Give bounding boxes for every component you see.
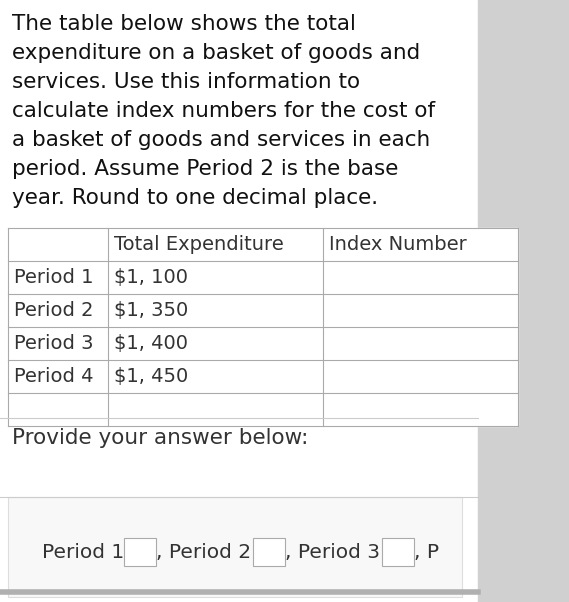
Text: expenditure on a basket of goods and: expenditure on a basket of goods and: [12, 43, 420, 63]
Text: year. Round to one decimal place.: year. Round to one decimal place.: [12, 188, 378, 208]
Text: calculate index numbers for the cost of: calculate index numbers for the cost of: [12, 101, 435, 121]
Text: period. Assume Period 2 is the base: period. Assume Period 2 is the base: [12, 159, 398, 179]
Bar: [8, 497, 462, 597]
Text: Total Expenditure: Total Expenditure: [114, 235, 284, 254]
Text: , P: , P: [414, 542, 439, 562]
Text: Period 3: Period 3: [14, 334, 93, 353]
Bar: [382, 538, 414, 566]
Text: Period 1 =: Period 1 =: [42, 542, 154, 562]
Bar: [8, 228, 518, 426]
Text: a basket of goods and services in each: a basket of goods and services in each: [12, 130, 430, 150]
Text: $1, 450: $1, 450: [114, 367, 188, 386]
Bar: [0, 0, 478, 602]
Text: The table below shows the total: The table below shows the total: [12, 14, 356, 34]
Bar: [478, 0, 569, 602]
Text: , Period 3 =: , Period 3 =: [285, 542, 410, 562]
Text: $1, 100: $1, 100: [114, 268, 188, 287]
Text: , Period 2 =: , Period 2 =: [156, 542, 281, 562]
Text: $1, 400: $1, 400: [114, 334, 188, 353]
Bar: [124, 538, 156, 566]
Text: $1, 350: $1, 350: [114, 301, 188, 320]
Text: Provide your answer below:: Provide your answer below:: [12, 428, 308, 448]
Text: services. Use this information to: services. Use this information to: [12, 72, 360, 92]
Text: Index Number: Index Number: [329, 235, 467, 254]
Bar: [253, 538, 285, 566]
Text: Period 2: Period 2: [14, 301, 93, 320]
Text: Period 1: Period 1: [14, 268, 93, 287]
Text: Period 4: Period 4: [14, 367, 93, 386]
